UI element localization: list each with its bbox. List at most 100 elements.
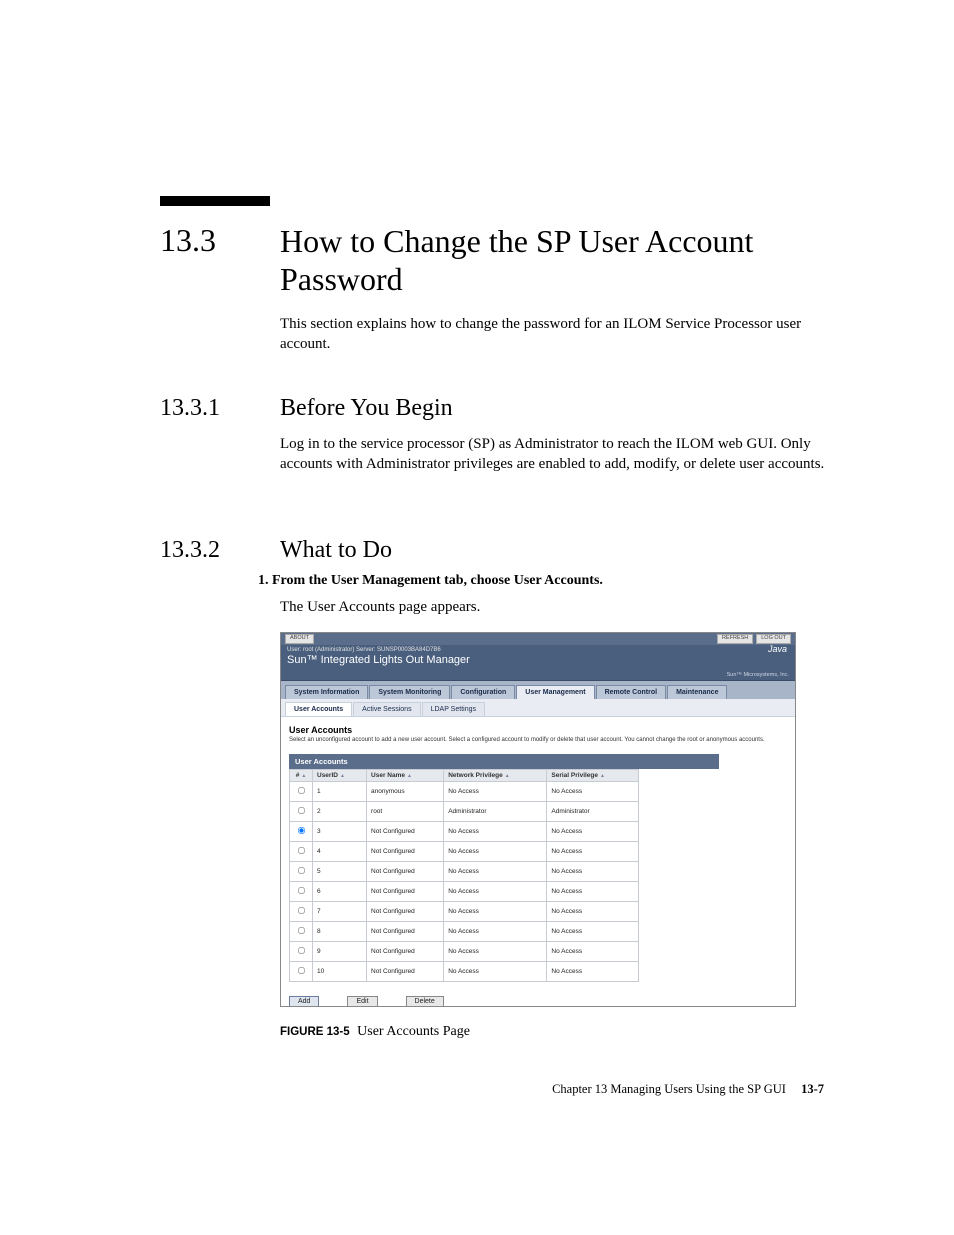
- table-row[interactable]: 3Not ConfiguredNo AccessNo Access: [290, 822, 639, 842]
- row-network-privilege: No Access: [444, 942, 547, 962]
- row-select-radio[interactable]: [297, 947, 304, 954]
- row-select-radio[interactable]: [297, 827, 304, 834]
- row-network-privilege: No Access: [444, 842, 547, 862]
- row-username: Not Configured: [367, 882, 444, 902]
- subtab-active-sessions[interactable]: Active Sessions: [353, 702, 420, 716]
- row-select-radio[interactable]: [297, 887, 304, 894]
- fig-description: Select an unconfigured account to add a …: [289, 737, 787, 744]
- fig-buttons: Add Edit Delete: [289, 996, 787, 1007]
- row-username: Not Configured: [367, 822, 444, 842]
- col-network-privilege[interactable]: Network Privilege▲: [444, 770, 547, 782]
- row-serial-privilege: No Access: [547, 782, 639, 802]
- tab-system-monitoring[interactable]: System Monitoring: [369, 685, 450, 699]
- edit-button[interactable]: Edit: [347, 996, 377, 1007]
- fig-heading: User Accounts: [289, 725, 787, 735]
- row-userid: 2: [313, 802, 367, 822]
- row-select-cell[interactable]: [290, 882, 313, 902]
- page: 13.3 How to Change the SP User Account P…: [0, 0, 954, 1235]
- footer-chapter: Chapter 13 Managing Users Using the SP G…: [552, 1082, 786, 1096]
- subsection1-para: Log in to the service processor (SP) as …: [280, 434, 825, 475]
- row-select-radio[interactable]: [297, 967, 304, 974]
- row-select-cell[interactable]: [290, 822, 313, 842]
- table-row[interactable]: 4Not ConfiguredNo AccessNo Access: [290, 842, 639, 862]
- row-select-radio[interactable]: [297, 847, 304, 854]
- row-select-radio[interactable]: [297, 787, 304, 794]
- row-select-cell[interactable]: [290, 922, 313, 942]
- row-network-privilege: No Access: [444, 882, 547, 902]
- fig-sunline: Sun™ Microsystems, Inc.: [281, 672, 795, 681]
- row-select-cell[interactable]: [290, 942, 313, 962]
- subsection1-number: 13.3.1: [160, 395, 220, 422]
- row-select-radio[interactable]: [297, 807, 304, 814]
- logout-button[interactable]: LOG OUT: [756, 634, 791, 644]
- row-select-radio[interactable]: [297, 907, 304, 914]
- row-select-cell[interactable]: [290, 862, 313, 882]
- fig-title-text: Sun™ Integrated Lights Out Manager: [287, 654, 470, 666]
- fig-sub-tabs: User Accounts Active Sessions LDAP Setti…: [281, 699, 795, 717]
- row-select-radio[interactable]: [297, 927, 304, 934]
- section-intro: This section explains how to change the …: [280, 314, 820, 355]
- row-userid: 8: [313, 922, 367, 942]
- table-row[interactable]: 10Not ConfiguredNo AccessNo Access: [290, 962, 639, 982]
- subtab-ldap-settings[interactable]: LDAP Settings: [422, 702, 485, 716]
- table-row[interactable]: 9Not ConfiguredNo AccessNo Access: [290, 942, 639, 962]
- col-userid[interactable]: UserID▲: [313, 770, 367, 782]
- tab-user-management[interactable]: User Management: [516, 685, 594, 699]
- subsection1-title: Before You Begin: [280, 395, 453, 422]
- table-row[interactable]: 2rootAdministratorAdministrator: [290, 802, 639, 822]
- step-1: 1. From the User Management tab, choose …: [258, 573, 798, 589]
- table-row[interactable]: 1anonymousNo AccessNo Access: [290, 782, 639, 802]
- row-select-cell[interactable]: [290, 962, 313, 982]
- table-row[interactable]: 5Not ConfiguredNo AccessNo Access: [290, 862, 639, 882]
- row-select-cell[interactable]: [290, 802, 313, 822]
- refresh-button[interactable]: REFRESH: [717, 634, 753, 644]
- row-username: Not Configured: [367, 902, 444, 922]
- row-select-radio[interactable]: [297, 867, 304, 874]
- row-username: anonymous: [367, 782, 444, 802]
- figure-caption-label: FIGURE 13-5: [280, 1026, 350, 1038]
- tab-maintenance[interactable]: Maintenance: [667, 685, 727, 699]
- row-network-privilege: No Access: [444, 902, 547, 922]
- row-serial-privilege: No Access: [547, 882, 639, 902]
- tab-system-information[interactable]: System Information: [285, 685, 368, 699]
- row-username: root: [367, 802, 444, 822]
- row-username: Not Configured: [367, 922, 444, 942]
- about-button[interactable]: ABOUT: [285, 634, 314, 644]
- section-rule: [160, 196, 270, 206]
- fig-userline: User: root (Administrator) Server: SUNSP…: [281, 645, 795, 654]
- row-select-cell[interactable]: [290, 902, 313, 922]
- step-1-follow: The User Accounts page appears.: [280, 599, 820, 616]
- table-row[interactable]: 8Not ConfiguredNo AccessNo Access: [290, 922, 639, 942]
- col-serial-privilege[interactable]: Serial Privilege▲: [547, 770, 639, 782]
- delete-button[interactable]: Delete: [406, 996, 444, 1007]
- row-userid: 4: [313, 842, 367, 862]
- row-network-privilege: No Access: [444, 962, 547, 982]
- row-serial-privilege: No Access: [547, 842, 639, 862]
- fig-title: Sun™ Integrated Lights Out Manager Java: [281, 654, 795, 672]
- row-select-cell[interactable]: [290, 782, 313, 802]
- row-select-cell[interactable]: [290, 842, 313, 862]
- row-userid: 1: [313, 782, 367, 802]
- tab-configuration[interactable]: Configuration: [451, 685, 515, 699]
- col-select[interactable]: #▲: [290, 770, 313, 782]
- add-button[interactable]: Add: [289, 996, 319, 1007]
- row-userid: 6: [313, 882, 367, 902]
- footer-page-number: 13-7: [801, 1082, 824, 1096]
- table-row[interactable]: 7Not ConfiguredNo AccessNo Access: [290, 902, 639, 922]
- table-row[interactable]: 6Not ConfiguredNo AccessNo Access: [290, 882, 639, 902]
- figure-screenshot: ABOUT REFRESH LOG OUT User: root (Admini…: [280, 632, 796, 1007]
- row-network-privilege: No Access: [444, 922, 547, 942]
- java-logo: Java: [768, 644, 787, 654]
- col-username[interactable]: User Name▲: [367, 770, 444, 782]
- row-network-privilege: No Access: [444, 782, 547, 802]
- row-username: Not Configured: [367, 962, 444, 982]
- subtab-user-accounts[interactable]: User Accounts: [285, 702, 352, 716]
- row-userid: 10: [313, 962, 367, 982]
- user-accounts-table: #▲ UserID▲ User Name▲ Network Privilege▲…: [289, 769, 639, 982]
- tab-remote-control[interactable]: Remote Control: [596, 685, 667, 699]
- fig-primary-tabs: System Information System Monitoring Con…: [281, 681, 795, 699]
- row-serial-privilege: No Access: [547, 962, 639, 982]
- figure-caption-text: User Accounts Page: [357, 1024, 470, 1039]
- row-network-privilege: No Access: [444, 822, 547, 842]
- row-serial-privilege: No Access: [547, 862, 639, 882]
